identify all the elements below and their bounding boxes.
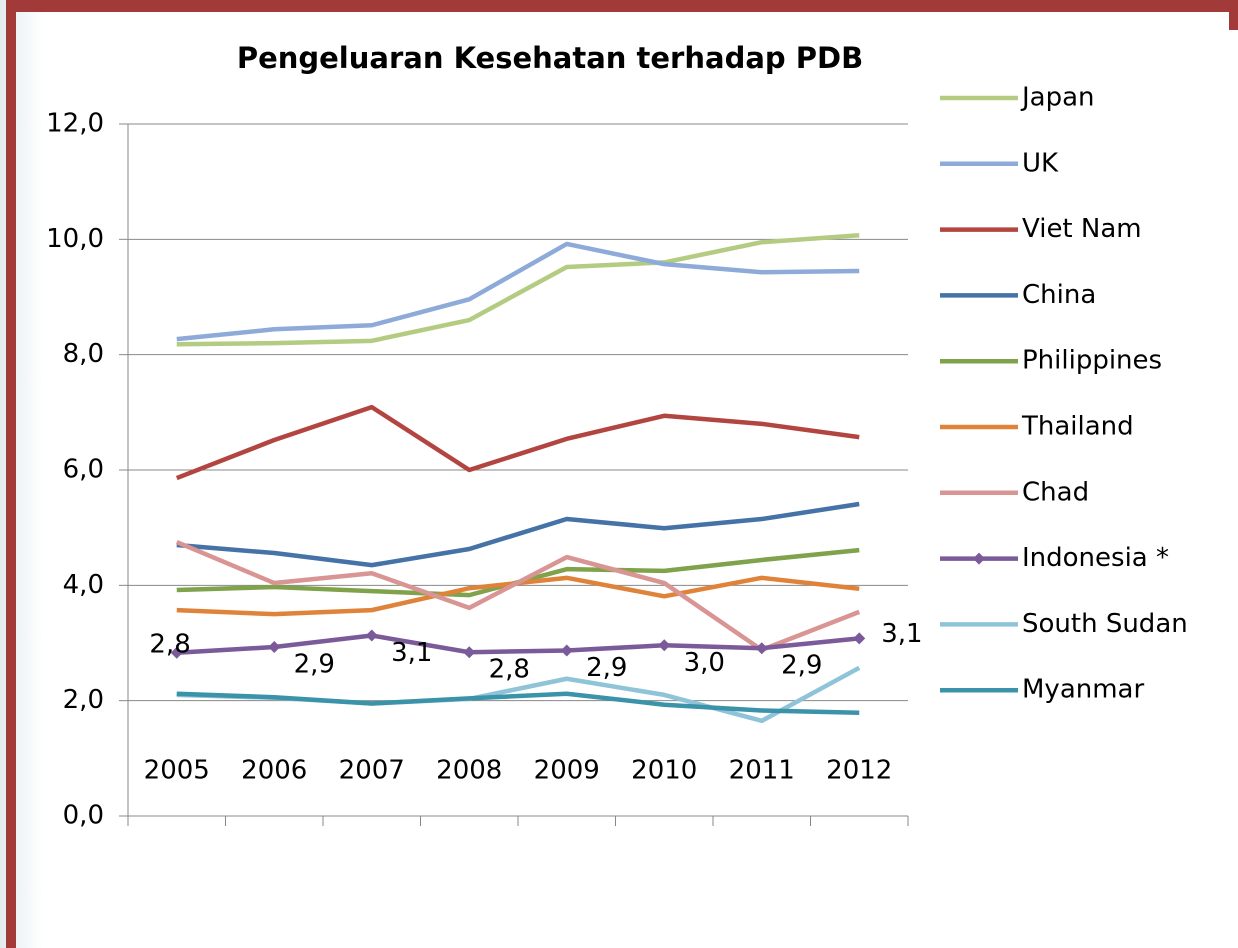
legend-label: China <box>1022 280 1096 310</box>
y-tick-label: 10,0 <box>46 224 104 254</box>
legend-marker <box>973 552 985 565</box>
legend-label: UK <box>1022 148 1059 178</box>
legend-label: Indonesia * <box>1022 543 1169 573</box>
x-tick-label: 2006 <box>241 756 307 786</box>
left-border <box>6 0 16 948</box>
legend-label: Philippines <box>1022 346 1162 376</box>
point-marker <box>463 646 476 659</box>
series-line <box>175 540 861 653</box>
chart-title: Pengeluaran Kesehatan terhadap PDB <box>237 41 863 75</box>
series-line <box>176 547 860 598</box>
point-marker <box>268 641 281 654</box>
point-marker <box>170 646 183 659</box>
legend-label: Chad <box>1022 477 1089 507</box>
point-marker <box>560 644 573 657</box>
y-tick-label: 6,0 <box>63 455 104 485</box>
point-marker <box>755 642 768 655</box>
series-line <box>175 404 860 481</box>
series-line <box>176 501 860 568</box>
y-tick-label: 0,0 <box>63 801 104 831</box>
y-tick-label: 8,0 <box>63 339 104 369</box>
legend-label: Japan <box>1020 83 1095 113</box>
y-tick-label: 4,0 <box>63 570 104 600</box>
data-label: 2,9 <box>294 650 335 680</box>
data-label: 2,8 <box>489 655 530 685</box>
legend-label: South Sudan <box>1022 609 1188 639</box>
y-tick-label: 2,0 <box>63 685 104 715</box>
legend-label: Viet Nam <box>1022 214 1142 244</box>
x-tick-label: 2010 <box>631 756 697 786</box>
data-label: 2,9 <box>781 651 822 681</box>
corner-border <box>1229 0 1238 30</box>
legend-label: Myanmar <box>1022 675 1144 705</box>
series-line <box>176 233 860 347</box>
x-tick-label: 2008 <box>436 756 502 786</box>
data-label: 3,1 <box>391 638 432 668</box>
top-border <box>6 0 1238 12</box>
series-line <box>176 241 860 342</box>
series-line <box>176 633 860 656</box>
data-label: 2,8 <box>149 629 190 659</box>
point-marker <box>365 629 378 642</box>
point-marker <box>853 632 866 645</box>
point-marker <box>658 639 671 652</box>
x-tick-label: 2011 <box>729 756 795 786</box>
y-tick-label: 12,0 <box>46 109 104 139</box>
x-tick-label: 2012 <box>826 756 892 786</box>
series-line <box>176 691 860 716</box>
data-label: 2,9 <box>586 653 627 683</box>
data-label: 3,0 <box>684 648 725 678</box>
legend-label: Thailand <box>1021 412 1134 442</box>
data-label: 3,1 <box>881 619 922 649</box>
x-tick-label: 2007 <box>339 756 405 786</box>
x-tick-label: 2009 <box>534 756 600 786</box>
x-tick-label: 2005 <box>144 756 210 786</box>
